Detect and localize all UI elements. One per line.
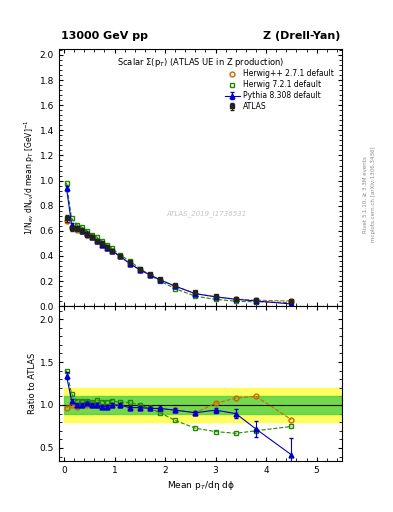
Herwig++ 2.7.1 default (173, 283, 178, 289)
Herwig++ 2.7.1 default (127, 261, 132, 267)
Text: Z (Drell-Yan): Z (Drell-Yan) (263, 31, 340, 41)
Herwig 7.2.1 default (90, 231, 94, 238)
Herwig++ 2.7.1 default (90, 234, 94, 240)
Herwig 7.2.1 default (253, 299, 258, 305)
Text: mcplots.cern.ch [arXiv:1306.3436]: mcplots.cern.ch [arXiv:1306.3436] (371, 147, 376, 242)
Herwig++ 2.7.1 default (110, 248, 114, 254)
Text: ATLAS_2019_I1736531: ATLAS_2019_I1736531 (166, 210, 246, 217)
Herwig 7.2.1 default (147, 272, 152, 278)
Herwig 7.2.1 default (74, 222, 79, 228)
Herwig++ 2.7.1 default (253, 297, 258, 303)
Herwig++ 2.7.1 default (289, 298, 294, 304)
Herwig 7.2.1 default (64, 180, 69, 186)
Text: Rivet 3.1.10, ≥ 3.3M events: Rivet 3.1.10, ≥ 3.3M events (363, 156, 368, 233)
Herwig 7.2.1 default (213, 296, 218, 303)
Herwig++ 2.7.1 default (233, 296, 238, 302)
Herwig 7.2.1 default (105, 242, 109, 248)
Herwig++ 2.7.1 default (64, 218, 69, 224)
Herwig++ 2.7.1 default (79, 228, 84, 234)
Herwig++ 2.7.1 default (193, 291, 198, 297)
Herwig++ 2.7.1 default (69, 225, 74, 231)
Line: Herwig++ 2.7.1 default: Herwig++ 2.7.1 default (64, 218, 294, 304)
Herwig++ 2.7.1 default (94, 238, 99, 244)
Text: 13000 GeV pp: 13000 GeV pp (61, 31, 148, 41)
Herwig 7.2.1 default (84, 228, 89, 234)
Herwig 7.2.1 default (94, 234, 99, 240)
Herwig++ 2.7.1 default (147, 272, 152, 278)
Herwig 7.2.1 default (138, 265, 142, 271)
Herwig++ 2.7.1 default (138, 267, 142, 273)
Herwig++ 2.7.1 default (84, 231, 89, 238)
Herwig 7.2.1 default (173, 286, 178, 292)
Herwig++ 2.7.1 default (117, 253, 122, 259)
Herwig 7.2.1 default (158, 278, 162, 284)
Line: Herwig 7.2.1 default: Herwig 7.2.1 default (64, 181, 294, 305)
Herwig 7.2.1 default (289, 300, 294, 306)
Y-axis label: 1/N$_{ev}$ dN$_{ev}$/d mean p$_T$ [GeV]$^{-1}$: 1/N$_{ev}$ dN$_{ev}$/d mean p$_T$ [GeV]$… (22, 120, 37, 235)
Herwig 7.2.1 default (127, 258, 132, 264)
Y-axis label: Ratio to ATLAS: Ratio to ATLAS (28, 353, 37, 414)
Herwig 7.2.1 default (233, 298, 238, 304)
Herwig 7.2.1 default (110, 245, 114, 251)
Herwig++ 2.7.1 default (74, 226, 79, 232)
Herwig 7.2.1 default (193, 293, 198, 299)
Legend: Herwig++ 2.7.1 default, Herwig 7.2.1 default, Pythia 8.308 default, ATLAS: Herwig++ 2.7.1 default, Herwig 7.2.1 def… (223, 68, 335, 113)
Herwig 7.2.1 default (79, 224, 84, 230)
Herwig++ 2.7.1 default (105, 245, 109, 251)
Text: Scalar Σ(p$_T$) (ATLAS UE in Z production): Scalar Σ(p$_T$) (ATLAS UE in Z productio… (117, 56, 284, 69)
Herwig 7.2.1 default (69, 215, 74, 221)
Herwig++ 2.7.1 default (158, 277, 162, 283)
Herwig 7.2.1 default (117, 252, 122, 258)
Herwig++ 2.7.1 default (213, 294, 218, 300)
Herwig++ 2.7.1 default (99, 242, 104, 248)
X-axis label: Mean p$_T$/dη dϕ: Mean p$_T$/dη dϕ (167, 479, 234, 492)
Herwig 7.2.1 default (99, 238, 104, 244)
